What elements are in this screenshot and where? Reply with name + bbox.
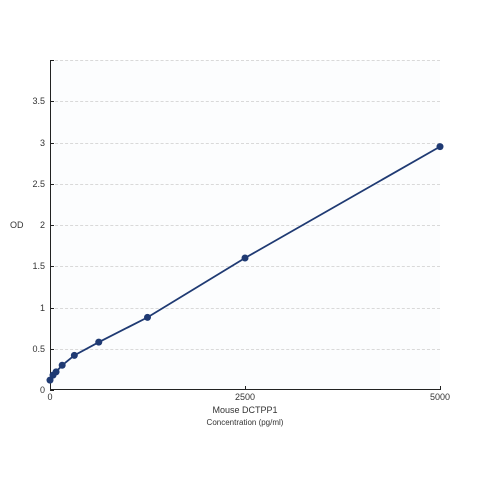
x-axis-tick	[440, 386, 441, 390]
y-axis-tick-label: 0.5	[15, 344, 45, 354]
x-axis-tick-label: 0	[30, 392, 70, 402]
y-axis-tick-label: 3.5	[15, 96, 45, 106]
data-point-marker	[437, 143, 444, 150]
x-axis-title-line2: Concentration (pg/ml)	[207, 418, 284, 427]
data-point-marker	[53, 368, 60, 375]
y-axis-tick-label: 2.5	[15, 179, 45, 189]
series-line	[50, 147, 440, 380]
y-axis-tick-label: 1	[15, 303, 45, 313]
chart-outer-container: 00.511.522.533.5 025005000 OD Mouse DCTP…	[0, 0, 500, 500]
y-axis-tick-label: 1.5	[15, 261, 45, 271]
x-axis-tick-label: 5000	[420, 392, 460, 402]
y-axis-tick-label: 3	[15, 138, 45, 148]
data-point-marker	[59, 362, 66, 369]
data-point-marker	[242, 255, 249, 262]
y-axis-tick	[50, 390, 54, 391]
x-axis-title-line1: Mouse DCTPP1	[212, 405, 277, 415]
chart-plot-area: 00.511.522.533.5 025005000 OD Mouse DCTP…	[50, 60, 440, 390]
x-axis-tick-label: 2500	[225, 392, 265, 402]
data-point-marker	[71, 352, 78, 359]
data-point-marker	[144, 314, 151, 321]
y-axis-title: OD	[10, 220, 24, 230]
data-point-marker	[95, 339, 102, 346]
series-svg	[50, 60, 440, 390]
